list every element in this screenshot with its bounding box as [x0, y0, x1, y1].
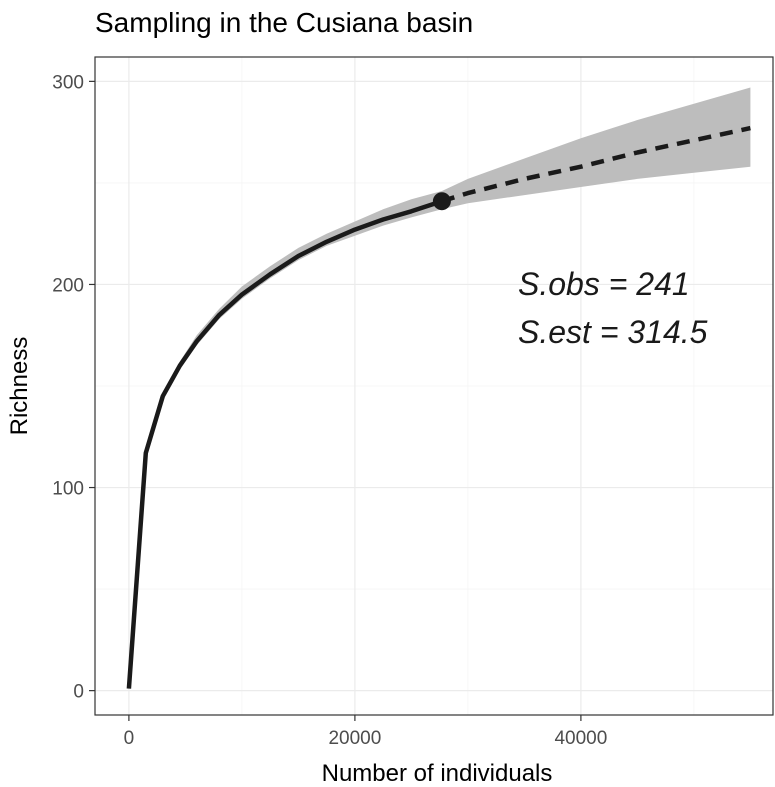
x-axis-title: Number of individuals [322, 760, 553, 787]
series-layer [126, 125, 751, 689]
extrapolated-line [441, 125, 751, 204]
y-tick-label: 100 [52, 479, 84, 500]
x-tick-label: 40000 [554, 728, 607, 749]
grid [95, 57, 773, 715]
panel-border [94, 56, 774, 716]
y-tick-label: 0 [73, 682, 84, 703]
confidence-ribbon [179, 87, 751, 370]
annotation-text: S.obs = 241 [518, 266, 690, 302]
annotation-text: S.est = 314.5 [518, 314, 708, 350]
rarefaction-line [126, 199, 443, 689]
observed-point [432, 192, 451, 211]
y-axis-ticks: 0 100 200 300 [52, 72, 95, 703]
y-tick-label: 300 [52, 72, 84, 93]
observed-point-layer [432, 192, 451, 211]
x-axis-ticks: 0 20000 40000 [124, 715, 607, 749]
y-tick-label: 200 [52, 275, 84, 296]
confidence-ribbon-layer [179, 87, 751, 370]
x-tick-label: 20000 [328, 728, 381, 749]
y-axis-title: Richness [6, 337, 33, 436]
annotation-layer: S.obs = 241 S.est = 314.5 [518, 266, 708, 350]
chart-title: Sampling in the Cusiana basin [95, 7, 473, 38]
x-tick-label: 0 [124, 728, 135, 749]
